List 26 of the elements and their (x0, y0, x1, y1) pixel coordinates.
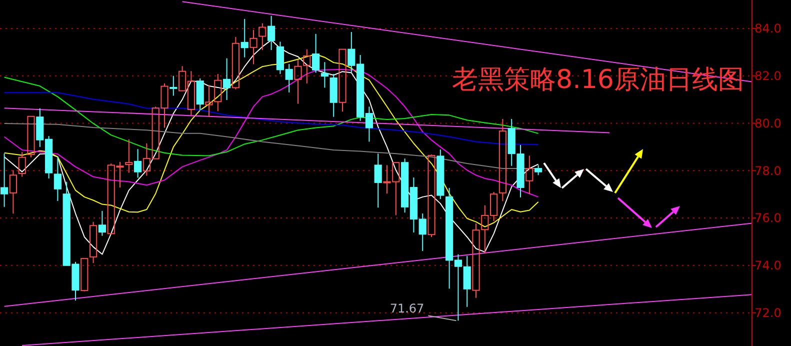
candlestick (9, 170, 17, 214)
y-tick-label: 76.0 (754, 211, 782, 226)
candlestick (526, 155, 534, 195)
y-tick-label: 84.0 (754, 22, 782, 36)
candlestick (54, 156, 62, 202)
candlestick (98, 210, 106, 236)
candlestick (374, 153, 382, 208)
candlestick (125, 138, 133, 174)
candlestick (250, 29, 258, 65)
candlestick (240, 18, 248, 58)
candlestick (294, 59, 302, 104)
annotation: 71.67 (390, 302, 424, 316)
candlestick (320, 62, 328, 88)
y-tick-label: 82.0 (754, 69, 782, 84)
line-series (4, 92, 539, 146)
candlestick (258, 22, 266, 51)
candlestick (223, 58, 231, 101)
y-tick-label: 72.0 (754, 306, 782, 320)
candlestick (18, 151, 26, 178)
candlestick (0, 153, 8, 208)
candlestick (498, 118, 506, 202)
candlestick (312, 33, 320, 74)
y-tick-label: 80.0 (754, 116, 782, 130)
y-tick-label: 74.0 (754, 258, 782, 273)
candlestick (268, 15, 276, 51)
y-tick-label: 78.0 (754, 164, 782, 178)
